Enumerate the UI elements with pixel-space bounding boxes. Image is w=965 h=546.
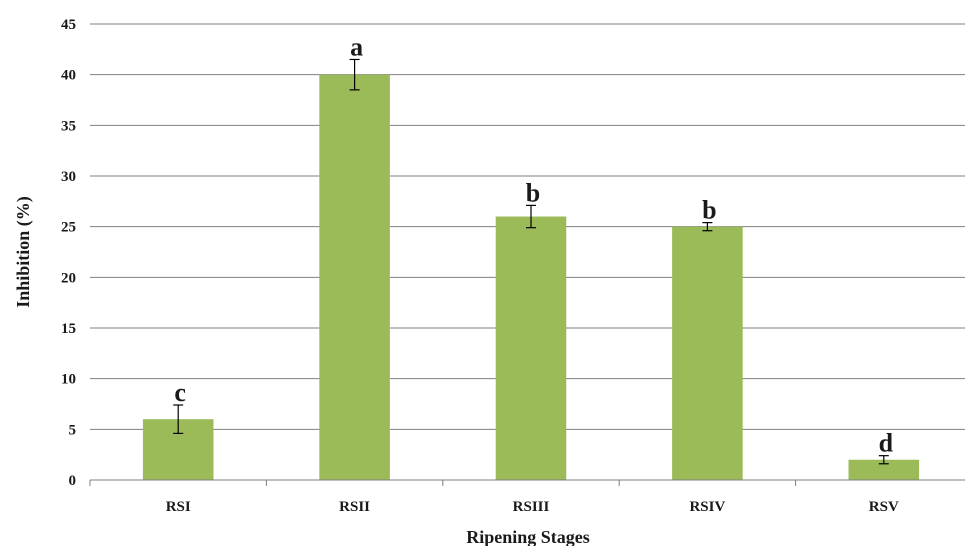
- x-tick-labels: RSI RSII RSIII RSIV RSV: [89, 480, 899, 515]
- significance-label: c: [174, 378, 186, 407]
- y-tick-label: 35: [61, 118, 76, 134]
- y-axis-title: Inhibition (%): [13, 196, 34, 308]
- bar: [319, 74, 390, 481]
- significance-label: a: [350, 32, 363, 61]
- y-tick-label: 15: [61, 321, 76, 337]
- x-tick-label: RSIV: [689, 499, 725, 515]
- significance-label: b: [702, 196, 716, 225]
- y-tick-label: 20: [61, 270, 76, 286]
- y-tick-label: 40: [61, 68, 76, 84]
- x-axis-title: Ripening Stages: [466, 527, 590, 546]
- bar: [848, 459, 920, 480]
- y-tick-label: 10: [61, 372, 76, 388]
- significance-label: d: [879, 429, 894, 458]
- significance-labels: c a b b d: [174, 32, 893, 457]
- bars: [142, 74, 920, 481]
- y-tick-label: 5: [69, 422, 77, 438]
- y-tick-label: 25: [61, 220, 76, 236]
- x-tick-label: RSII: [339, 499, 370, 515]
- y-tick-labels: 0 5 10 15 20 25 30 35 40 45: [61, 17, 76, 489]
- x-tick-label: RSI: [166, 499, 191, 515]
- y-tick-label: 30: [61, 169, 76, 185]
- bar: [495, 216, 567, 481]
- y-tick-label: 0: [69, 473, 77, 489]
- y-tick-label: 45: [61, 17, 76, 33]
- bar: [672, 226, 743, 480]
- error-bars: [173, 58, 889, 465]
- x-tick-label: RSIII: [513, 499, 550, 515]
- significance-label: b: [526, 178, 540, 207]
- x-tick-label: RSV: [869, 499, 899, 515]
